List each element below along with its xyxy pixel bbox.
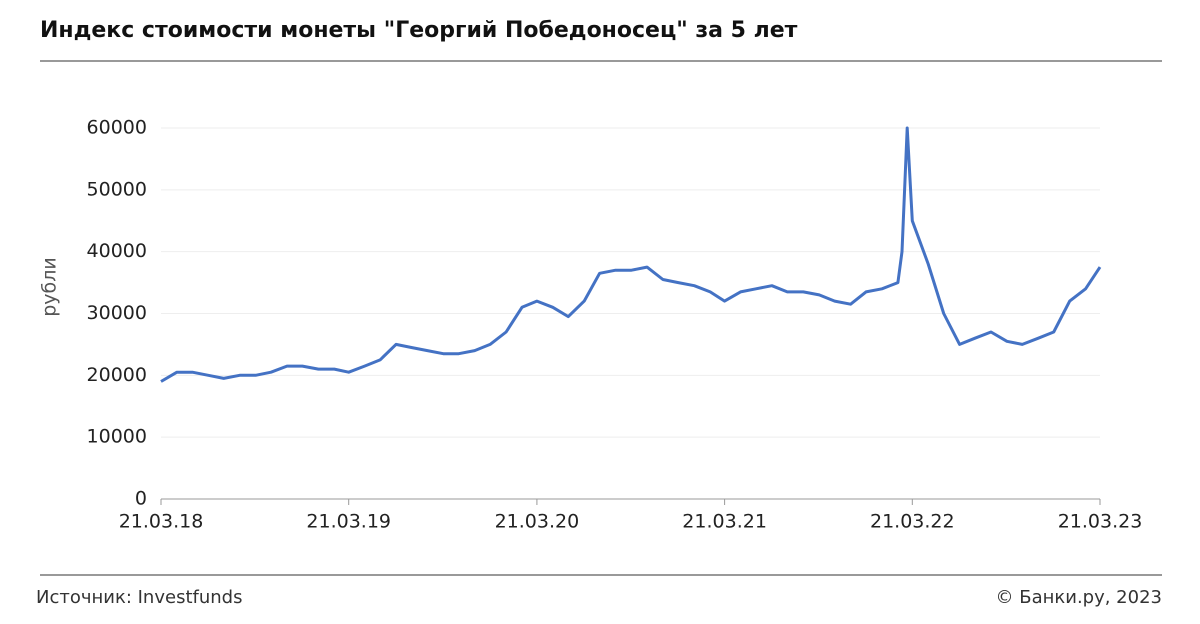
y-tick-label: 0 [135, 488, 147, 510]
series-line [160, 126, 1102, 383]
x-tick-label: 21.03.18 [119, 511, 204, 533]
x-tick-label: 21.03.22 [870, 511, 955, 533]
x-tick-label: 21.03.20 [495, 511, 580, 533]
y-tick-label: 10000 [87, 426, 147, 448]
y-tick-label: 30000 [87, 302, 147, 324]
chart-title: Индекс стоимости монеты "Георгий Победон… [40, 18, 798, 43]
copyright: © Банки.ру, 2023 [996, 587, 1163, 608]
x-tick-label: 21.03.19 [306, 511, 391, 533]
y-tick-label: 60000 [87, 117, 147, 139]
y-axis-label: рубли [39, 257, 61, 317]
x-tick-label: 21.03.23 [1058, 511, 1143, 533]
y-tick-label: 50000 [87, 178, 147, 200]
y-tick-label: 20000 [87, 364, 147, 386]
y-tick-label: 40000 [87, 240, 147, 262]
source: Источник: Investfunds [36, 587, 242, 608]
x-tick-label: 21.03.21 [682, 511, 767, 533]
